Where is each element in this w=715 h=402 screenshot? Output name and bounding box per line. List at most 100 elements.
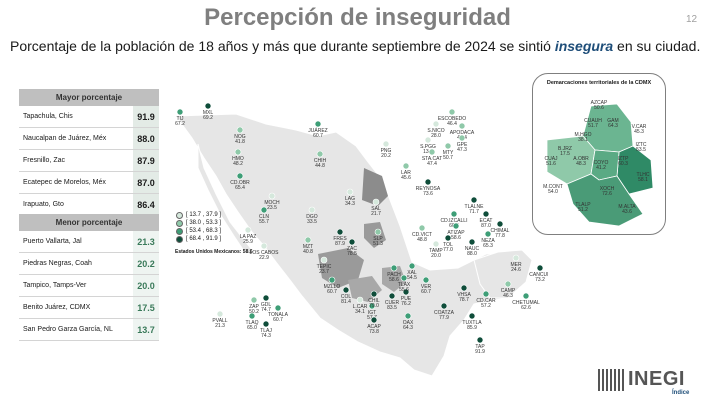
- index-link[interactable]: Índice: [672, 390, 690, 396]
- inegi-logo-mark: [598, 368, 626, 391]
- city-marker: [402, 162, 410, 170]
- legend-item: [ 68.4 , 91.9 ]: [176, 235, 221, 243]
- city-value-label: 83.5: [387, 305, 397, 311]
- city-marker: [444, 234, 452, 242]
- city-marker: [432, 120, 440, 128]
- city-value-label: 51.3: [373, 241, 383, 247]
- city-marker: [496, 220, 504, 228]
- city-code-label: TLAQ: [245, 320, 258, 326]
- city-value-label: 21.3: [215, 323, 225, 329]
- city-value-label: 21.7: [371, 211, 381, 217]
- city-code-label: CD.OBR: [230, 180, 250, 186]
- city-name: San Pedro Garza García, NL: [19, 318, 133, 341]
- city-value-label: 62.6: [521, 305, 531, 311]
- city-marker: [432, 240, 440, 248]
- yucatan-peninsula: [473, 249, 533, 299]
- table-row: Benito Juárez, CDMX 17.5: [19, 296, 159, 319]
- city-marker: [444, 142, 452, 150]
- city-value: 17.5: [133, 296, 159, 319]
- city-value-label: 58.6: [451, 235, 461, 241]
- city-value-label: 76.2: [401, 301, 411, 307]
- city-value-label: 55.6: [399, 287, 409, 293]
- city-marker: [248, 312, 256, 320]
- cdmx-district-value: 17.5: [560, 151, 570, 157]
- city-marker: [424, 178, 432, 186]
- city-code-label: ESCOBEDO: [438, 116, 466, 122]
- slide-number: 12: [686, 14, 698, 25]
- city-marker: [274, 304, 282, 312]
- city-code-label: GPE: [457, 142, 468, 148]
- city-marker: [468, 312, 476, 320]
- city-name: Fresnillo, Zac: [19, 149, 133, 172]
- city-code-label: ZAP: [249, 304, 259, 310]
- table-header: Menor porcentaje: [19, 214, 159, 231]
- city-code-label: IGT: [368, 310, 376, 316]
- city-code-label: MTY: [443, 150, 454, 156]
- city-value-label: 50.2: [249, 309, 259, 315]
- city-code-label: APODACA: [450, 130, 475, 136]
- legend-item: [ 53.4 , 68.3 ]: [176, 227, 221, 235]
- city-marker: [504, 280, 512, 288]
- city-marker: [260, 242, 268, 250]
- city-marker: [368, 302, 376, 310]
- city-value-label: 77.0: [443, 247, 453, 253]
- city-marker: [374, 228, 382, 236]
- city-value: 21.3: [133, 231, 159, 253]
- cdmx-district-value: 51.2: [578, 207, 588, 213]
- city-code-label: TEPIC: [317, 264, 332, 270]
- city-name: Ecatepec de Morelos, Méx: [19, 171, 133, 194]
- table-row: Irapuato, Gto 86.4: [19, 193, 159, 216]
- city-value-label: 65.4: [235, 185, 245, 191]
- table-header: Mayor porcentaje: [19, 89, 159, 106]
- city-value-label: 40.8: [303, 249, 313, 255]
- city-value-label: 85.9: [467, 325, 477, 331]
- city-code-label: CLN: [259, 214, 269, 220]
- legend-label: [ 53.4 , 68.3 ]: [186, 228, 222, 234]
- map-legend: [ 13.7 , 37.9 ] [ 38.0 , 53.3 ] [ 53.4 ,…: [176, 211, 221, 243]
- city-value-label: 47.4: [427, 161, 437, 167]
- city-value-label: 78.5: [347, 251, 357, 257]
- city-code-label: CD.CAR: [476, 298, 496, 304]
- city-value-label: 48.2: [233, 161, 243, 167]
- legend-swatch: [176, 235, 183, 243]
- city-name: Irapuato, Gto: [19, 193, 133, 216]
- highlight-state-coahuila: [362, 168, 388, 206]
- cdmx-district-value: 50.6: [594, 105, 604, 111]
- city-code-label: NEZA: [481, 238, 495, 244]
- city-marker: [236, 172, 244, 180]
- city-value-label: 20.2: [381, 153, 391, 159]
- city-marker: [458, 122, 466, 130]
- cdmx-south: [566, 173, 644, 227]
- city-marker: [402, 288, 410, 296]
- city-marker: [260, 206, 268, 214]
- city-value-label: 44.8: [315, 163, 325, 169]
- table-row: Naucalpan de Juárez, Méx 88.0: [19, 127, 159, 150]
- city-code-label: MER: [510, 262, 522, 268]
- city-code-label: PUE: [401, 296, 412, 302]
- city-value-label: 81.4: [341, 299, 351, 305]
- city-marker: [388, 292, 396, 300]
- city-marker: [328, 276, 336, 284]
- baja-california: [197, 143, 253, 255]
- city-marker: [390, 264, 398, 272]
- cdmx-district-value: 45.3: [634, 129, 644, 135]
- cdmx-district-code: XOCH: [600, 186, 615, 192]
- city-code-label: TUXTLA: [462, 320, 482, 326]
- city-value-label: 71.7: [469, 209, 479, 215]
- city-marker: [244, 226, 252, 234]
- city-marker: [484, 230, 492, 238]
- cdmx-district-code: IZTC: [635, 142, 646, 148]
- city-name: Piedras Negras, Coah: [19, 252, 133, 275]
- cdmx-district-value: 41.2: [596, 165, 606, 171]
- city-code-label: CHIH: [314, 158, 327, 164]
- city-marker: [522, 292, 530, 300]
- city-value: 13.7: [133, 318, 159, 341]
- legend-item: [ 13.7 , 37.9 ]: [176, 211, 221, 219]
- city-code-label: TIJ: [177, 116, 184, 122]
- cdmx-district-value: 48.3: [576, 161, 586, 167]
- city-value-label: 77.9: [439, 315, 449, 321]
- subtitle-highlight: insegura: [554, 38, 614, 54]
- city-code-label: S.PGG: [420, 144, 436, 150]
